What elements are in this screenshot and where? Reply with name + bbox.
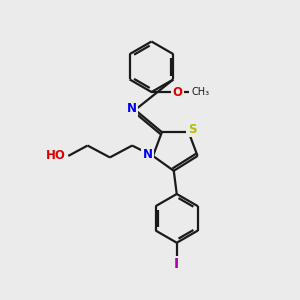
Text: S: S: [188, 123, 196, 136]
Text: O: O: [172, 85, 183, 98]
Text: N: N: [127, 102, 136, 115]
Text: I: I: [174, 257, 179, 272]
Text: CH₃: CH₃: [191, 87, 209, 97]
Text: HO: HO: [46, 149, 66, 162]
Text: N: N: [142, 148, 153, 161]
